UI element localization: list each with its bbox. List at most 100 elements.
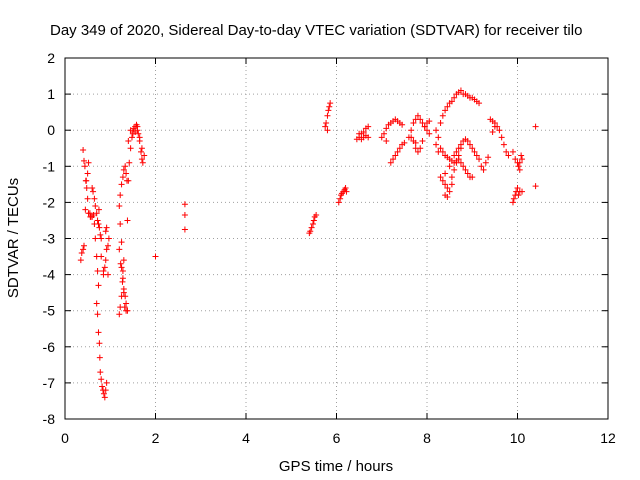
data-point [383, 138, 390, 145]
y-tick-label: 1 [47, 86, 55, 102]
data-point [126, 159, 133, 166]
data-point [510, 195, 517, 202]
data-point [457, 145, 464, 152]
data-point [433, 127, 440, 134]
data-point [408, 134, 415, 141]
data-point [478, 163, 485, 170]
data-point [360, 129, 367, 136]
data-point [81, 242, 88, 249]
data-point [90, 188, 97, 195]
data-point [81, 157, 88, 164]
data-point [419, 138, 426, 145]
data-point [446, 188, 453, 195]
data-point [101, 264, 108, 271]
data-point [141, 152, 148, 159]
data-point [327, 100, 334, 107]
data-point [516, 166, 523, 173]
x-tick-label: 0 [61, 430, 69, 446]
data-point [94, 217, 101, 224]
data-point [498, 134, 505, 141]
data-point [491, 123, 498, 130]
y-axis-tick-labels: -8 -7 -6 -5 -4 -3 -2 -1 0 1 2 [43, 50, 56, 427]
data-point [414, 148, 421, 155]
data-point [462, 166, 469, 173]
data-point [473, 152, 480, 159]
data-point [383, 125, 390, 132]
data-point [80, 246, 87, 253]
data-point [93, 300, 100, 307]
data-point [451, 166, 458, 173]
data-point [117, 192, 124, 199]
data-point [91, 221, 98, 228]
data-point [94, 311, 101, 318]
data-point [93, 210, 100, 217]
data-point [433, 141, 440, 148]
data-point [120, 289, 127, 296]
data-point [120, 166, 127, 173]
data-point [437, 119, 444, 126]
x-tick-label: 10 [510, 430, 526, 446]
data-point [308, 224, 315, 231]
data-point [444, 193, 451, 200]
data-point [138, 156, 145, 163]
data-point [325, 107, 332, 114]
x-tick-label: 2 [152, 430, 160, 446]
data-point [82, 206, 89, 213]
data-point [90, 212, 97, 219]
data-point [313, 212, 320, 219]
data-point [337, 195, 344, 202]
data-points [77, 87, 539, 401]
data-point [424, 127, 430, 134]
data-point [102, 228, 109, 235]
data-point [104, 271, 111, 278]
data-point [460, 163, 467, 170]
data-point [401, 139, 408, 146]
data-point [455, 152, 462, 159]
data-point [96, 224, 103, 231]
data-point [451, 94, 458, 101]
data-point [98, 376, 105, 383]
data-point [94, 267, 101, 274]
data-point [103, 224, 110, 231]
data-point [96, 340, 103, 347]
data-point [122, 163, 129, 170]
data-point [101, 394, 108, 401]
y-tick-label: -3 [43, 231, 56, 247]
data-point [92, 203, 99, 210]
data-point [532, 123, 539, 130]
data-point [119, 267, 126, 274]
data-point [92, 235, 99, 242]
data-point [103, 379, 110, 386]
data-point [496, 127, 503, 134]
x-axis-tick-labels: 0 2 4 6 8 10 12 [61, 430, 616, 446]
data-point [100, 390, 107, 397]
data-point [91, 195, 98, 202]
data-point [128, 134, 135, 141]
data-point [310, 217, 317, 224]
data-point [125, 138, 132, 145]
data-point [509, 148, 516, 155]
x-tick-label: 12 [600, 430, 616, 446]
data-point [489, 129, 496, 136]
data-point [138, 148, 145, 155]
data-point [426, 130, 433, 137]
data-point [453, 157, 460, 164]
data-point [122, 293, 129, 300]
data-point [335, 199, 342, 206]
x-tick-label: 6 [333, 430, 341, 446]
data-point [103, 246, 110, 253]
data-point [102, 387, 109, 394]
x-tick-label: 8 [423, 430, 431, 446]
data-point [117, 221, 124, 228]
y-tick-label: -2 [43, 194, 56, 210]
data-point [134, 127, 141, 134]
data-point [457, 87, 464, 94]
data-point [96, 354, 103, 361]
data-point [324, 112, 331, 119]
y-tick-label: -6 [43, 339, 56, 355]
data-point [80, 147, 87, 154]
data-point [476, 100, 483, 107]
data-point [181, 201, 188, 208]
x-tick-label: 4 [242, 430, 250, 446]
